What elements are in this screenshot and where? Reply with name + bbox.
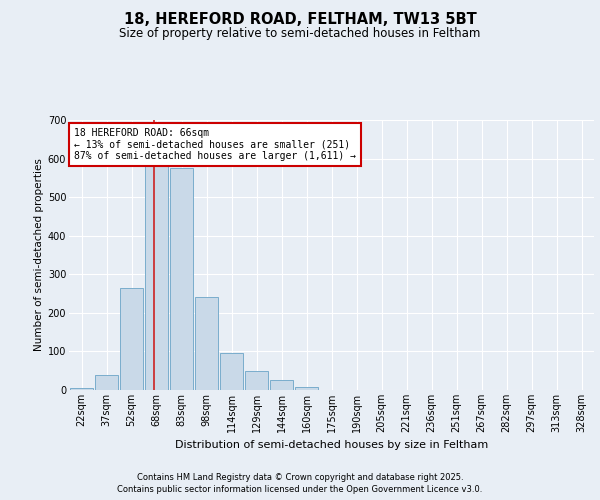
- Y-axis label: Number of semi-detached properties: Number of semi-detached properties: [34, 158, 44, 352]
- Text: Contains public sector information licensed under the Open Government Licence v3: Contains public sector information licen…: [118, 485, 482, 494]
- Bar: [220, 353, 243, 390]
- Text: 18, HEREFORD ROAD, FELTHAM, TW13 5BT: 18, HEREFORD ROAD, FELTHAM, TW13 5BT: [124, 12, 476, 28]
- X-axis label: Distribution of semi-detached houses by size in Feltham: Distribution of semi-detached houses by …: [175, 440, 488, 450]
- Text: Contains HM Land Registry data © Crown copyright and database right 2025.: Contains HM Land Registry data © Crown c…: [137, 472, 463, 482]
- Bar: [95, 376, 118, 390]
- Bar: [270, 380, 293, 390]
- Bar: [170, 168, 193, 390]
- Bar: [145, 154, 168, 390]
- Bar: [70, 388, 93, 390]
- Bar: [245, 370, 268, 390]
- Text: Size of property relative to semi-detached houses in Feltham: Size of property relative to semi-detach…: [119, 28, 481, 40]
- Text: 18 HEREFORD ROAD: 66sqm
← 13% of semi-detached houses are smaller (251)
87% of s: 18 HEREFORD ROAD: 66sqm ← 13% of semi-de…: [74, 128, 356, 162]
- Bar: [195, 298, 218, 390]
- Bar: [120, 288, 143, 390]
- Bar: [295, 387, 318, 390]
